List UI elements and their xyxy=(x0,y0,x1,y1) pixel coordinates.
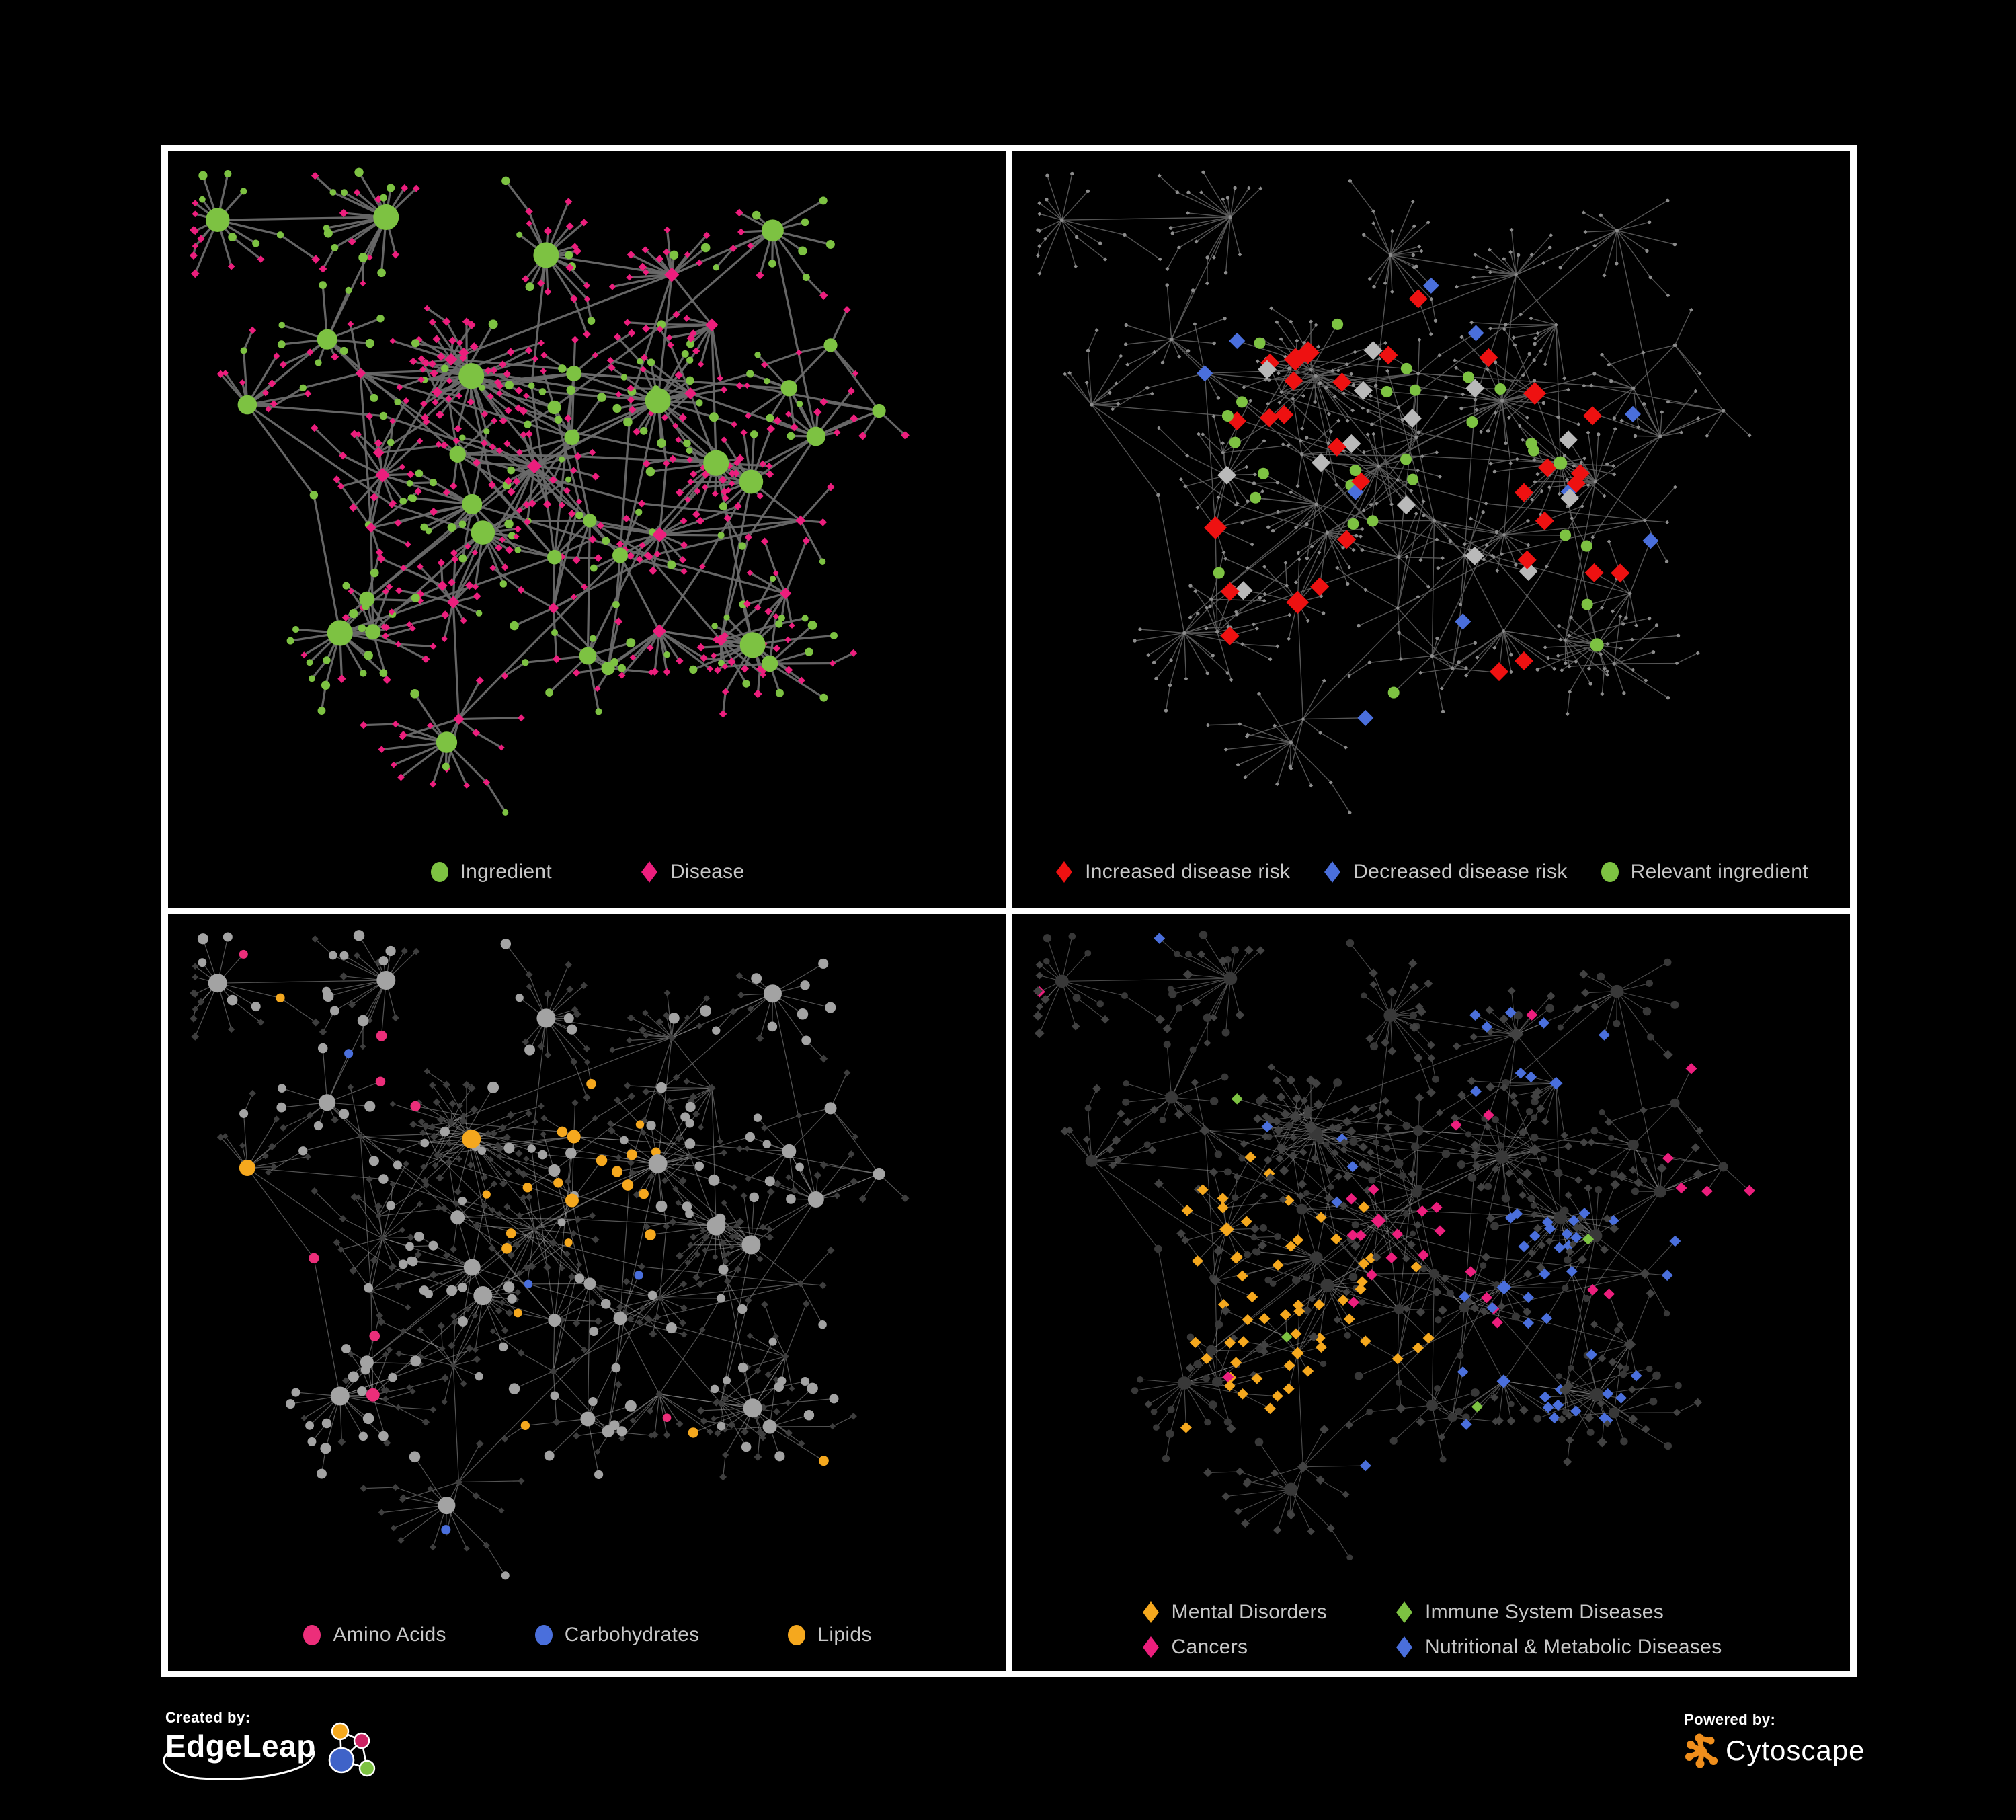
legend-item-amino-acids: Amino Acids xyxy=(302,1624,446,1647)
legend-label: Mental Disorders xyxy=(1171,1601,1328,1623)
legend-item-mental-disorders: Mental Disorders xyxy=(1141,1601,1328,1624)
powered-by-label: Powered by: xyxy=(1684,1711,1776,1728)
panel-disease-categories: Mental Disorders Immune System Diseases Ca… xyxy=(1012,914,1850,1671)
legend-marker-diamond-icon xyxy=(1054,861,1074,883)
legend-label: Relevant ingredient xyxy=(1630,861,1808,883)
legend-item-relevant-ingredient: Relevant ingredient xyxy=(1600,861,1808,883)
legend-marker-diamond-icon xyxy=(639,861,659,883)
legend-item-decreased-disease-risk: Decreased disease risk xyxy=(1322,861,1567,883)
legend-label: Amino Acids xyxy=(333,1624,446,1646)
legend-label: Ingredient xyxy=(460,861,552,883)
legend-item-lipids: Lipids xyxy=(787,1624,871,1647)
edgeleap-node-blue xyxy=(328,1747,355,1774)
legend-item-cancers: Cancers xyxy=(1141,1636,1328,1659)
legend-label: Disease xyxy=(670,861,745,883)
edgeleap-credit: Created by: EdgeLeap xyxy=(163,1709,385,1786)
legend-marker-diamond-icon xyxy=(1322,861,1342,883)
panel-legend-disease-risk: Increased disease risk Decreased disease … xyxy=(1012,861,1850,883)
edgeleap-node-green xyxy=(358,1759,376,1777)
edgeleap-node-pink xyxy=(353,1732,370,1749)
legend-marker-circle-icon xyxy=(430,861,450,883)
legend-item-carbohydrates: Carbohydrates xyxy=(534,1624,700,1647)
legend-label: Increased disease risk xyxy=(1085,861,1291,883)
edgeleap-swoosh xyxy=(163,1747,315,1780)
legend-label: Nutritional & Metabolic Diseases xyxy=(1425,1636,1722,1658)
cytoscape-logo-icon xyxy=(1685,1733,1718,1768)
panel-ingredient-disease: Ingredient Disease xyxy=(168,151,1006,908)
panel-grid: Ingredient Disease Increased disease risk… xyxy=(161,145,1857,1677)
legend-item-increased-disease-risk: Increased disease risk xyxy=(1054,861,1290,883)
legend-marker-diamond-icon xyxy=(1141,1636,1161,1659)
legend-label: Cancers xyxy=(1171,1636,1248,1658)
panel-disease-risk: Increased disease risk Decreased disease … xyxy=(1012,151,1850,908)
panel-legend-ingredient-disease: Ingredient Disease xyxy=(168,861,1006,883)
network-graph-nutrient-classes xyxy=(190,930,910,1580)
panel-legend-disease-categories: Mental Disorders Immune System Diseases Ca… xyxy=(1141,1601,1722,1659)
edgeleap-logo-icon xyxy=(328,1722,376,1777)
legend-label: Lipids xyxy=(817,1624,872,1646)
legend-label: Carbohydrates xyxy=(564,1624,700,1646)
legend-item-disease: Disease xyxy=(639,861,744,883)
legend-marker-circle-icon xyxy=(302,1624,322,1647)
legend-marker-circle-icon xyxy=(1600,861,1620,883)
network-graph-disease-categories xyxy=(1033,931,1756,1561)
legend-label: Immune System Diseases xyxy=(1425,1601,1664,1623)
legend-item-ingredient: Ingredient xyxy=(430,861,552,883)
network-graph-disease-risk xyxy=(1035,170,1752,815)
legend-item-immune-system-diseases: Immune System Diseases xyxy=(1394,1601,1722,1624)
panel-nutrient-classes: Amino Acids Carbohydrates Lipids xyxy=(168,914,1006,1671)
network-graph-ingredient-disease xyxy=(189,167,910,816)
panel-legend-nutrient-classes: Amino Acids Carbohydrates Lipids xyxy=(168,1624,1006,1647)
legend-label: Decreased disease risk xyxy=(1353,861,1568,883)
edgeleap-node-orange xyxy=(331,1722,350,1741)
legend-marker-diamond-icon xyxy=(1394,1601,1414,1624)
legend-marker-diamond-icon xyxy=(1394,1636,1414,1659)
legend-marker-circle-icon xyxy=(787,1624,807,1647)
cytoscape-logo-text: Cytoscape xyxy=(1726,1735,1865,1766)
cytoscape-credit: Powered by: xyxy=(1684,1711,1865,1770)
legend-item-nutritional-metabolic-diseases: Nutritional & Metabolic Diseases xyxy=(1394,1636,1722,1659)
legend-marker-circle-icon xyxy=(534,1624,554,1647)
legend-marker-diamond-icon xyxy=(1141,1601,1161,1624)
